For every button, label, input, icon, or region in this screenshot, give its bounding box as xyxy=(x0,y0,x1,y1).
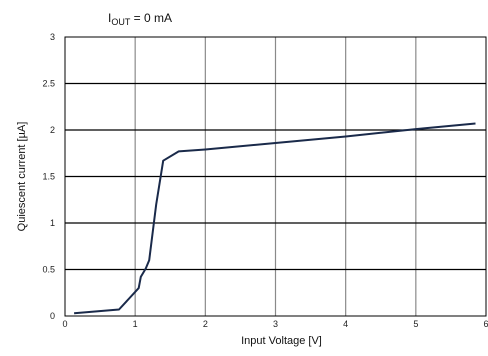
series-line-0 xyxy=(74,122,476,315)
x-tick-label: 0 xyxy=(62,319,67,329)
x-axis-label: Input Voltage [V] xyxy=(241,335,322,347)
y-tick-label: 3 xyxy=(50,32,55,42)
x-tick-label: 4 xyxy=(343,319,348,329)
x-tick-label: 6 xyxy=(483,319,488,329)
x-tick-label: 2 xyxy=(203,319,208,329)
y-axis-label: Quiescent current [µA] xyxy=(16,122,28,232)
x-tick-label: 5 xyxy=(413,319,418,329)
y-tick-label: 1.5 xyxy=(42,172,55,182)
series-layer xyxy=(74,122,476,315)
x-tick-label: 3 xyxy=(273,319,278,329)
plot-frame xyxy=(64,36,487,317)
iout-annotation-rest: = 0 mA xyxy=(130,11,172,25)
y-tick-label: 2 xyxy=(50,125,55,135)
y-tick-labels: 0 0.5 1 1.5 2 2.5 3 xyxy=(42,32,55,321)
y-tick-label: 0.5 xyxy=(42,265,55,275)
iout-annotation-sub: OUT xyxy=(111,17,131,27)
x-tick-label: 1 xyxy=(133,319,138,329)
grid xyxy=(65,37,486,316)
y-tick-label: 2.5 xyxy=(42,79,55,89)
iout-annotation: IOUT = 0 mA xyxy=(108,11,172,27)
iout-annotation-main: I xyxy=(108,11,111,25)
y-tick-label: 0 xyxy=(50,311,55,321)
y-tick-label: 1 xyxy=(50,218,55,228)
x-tick-labels: 0 1 2 3 4 5 6 xyxy=(62,319,488,329)
